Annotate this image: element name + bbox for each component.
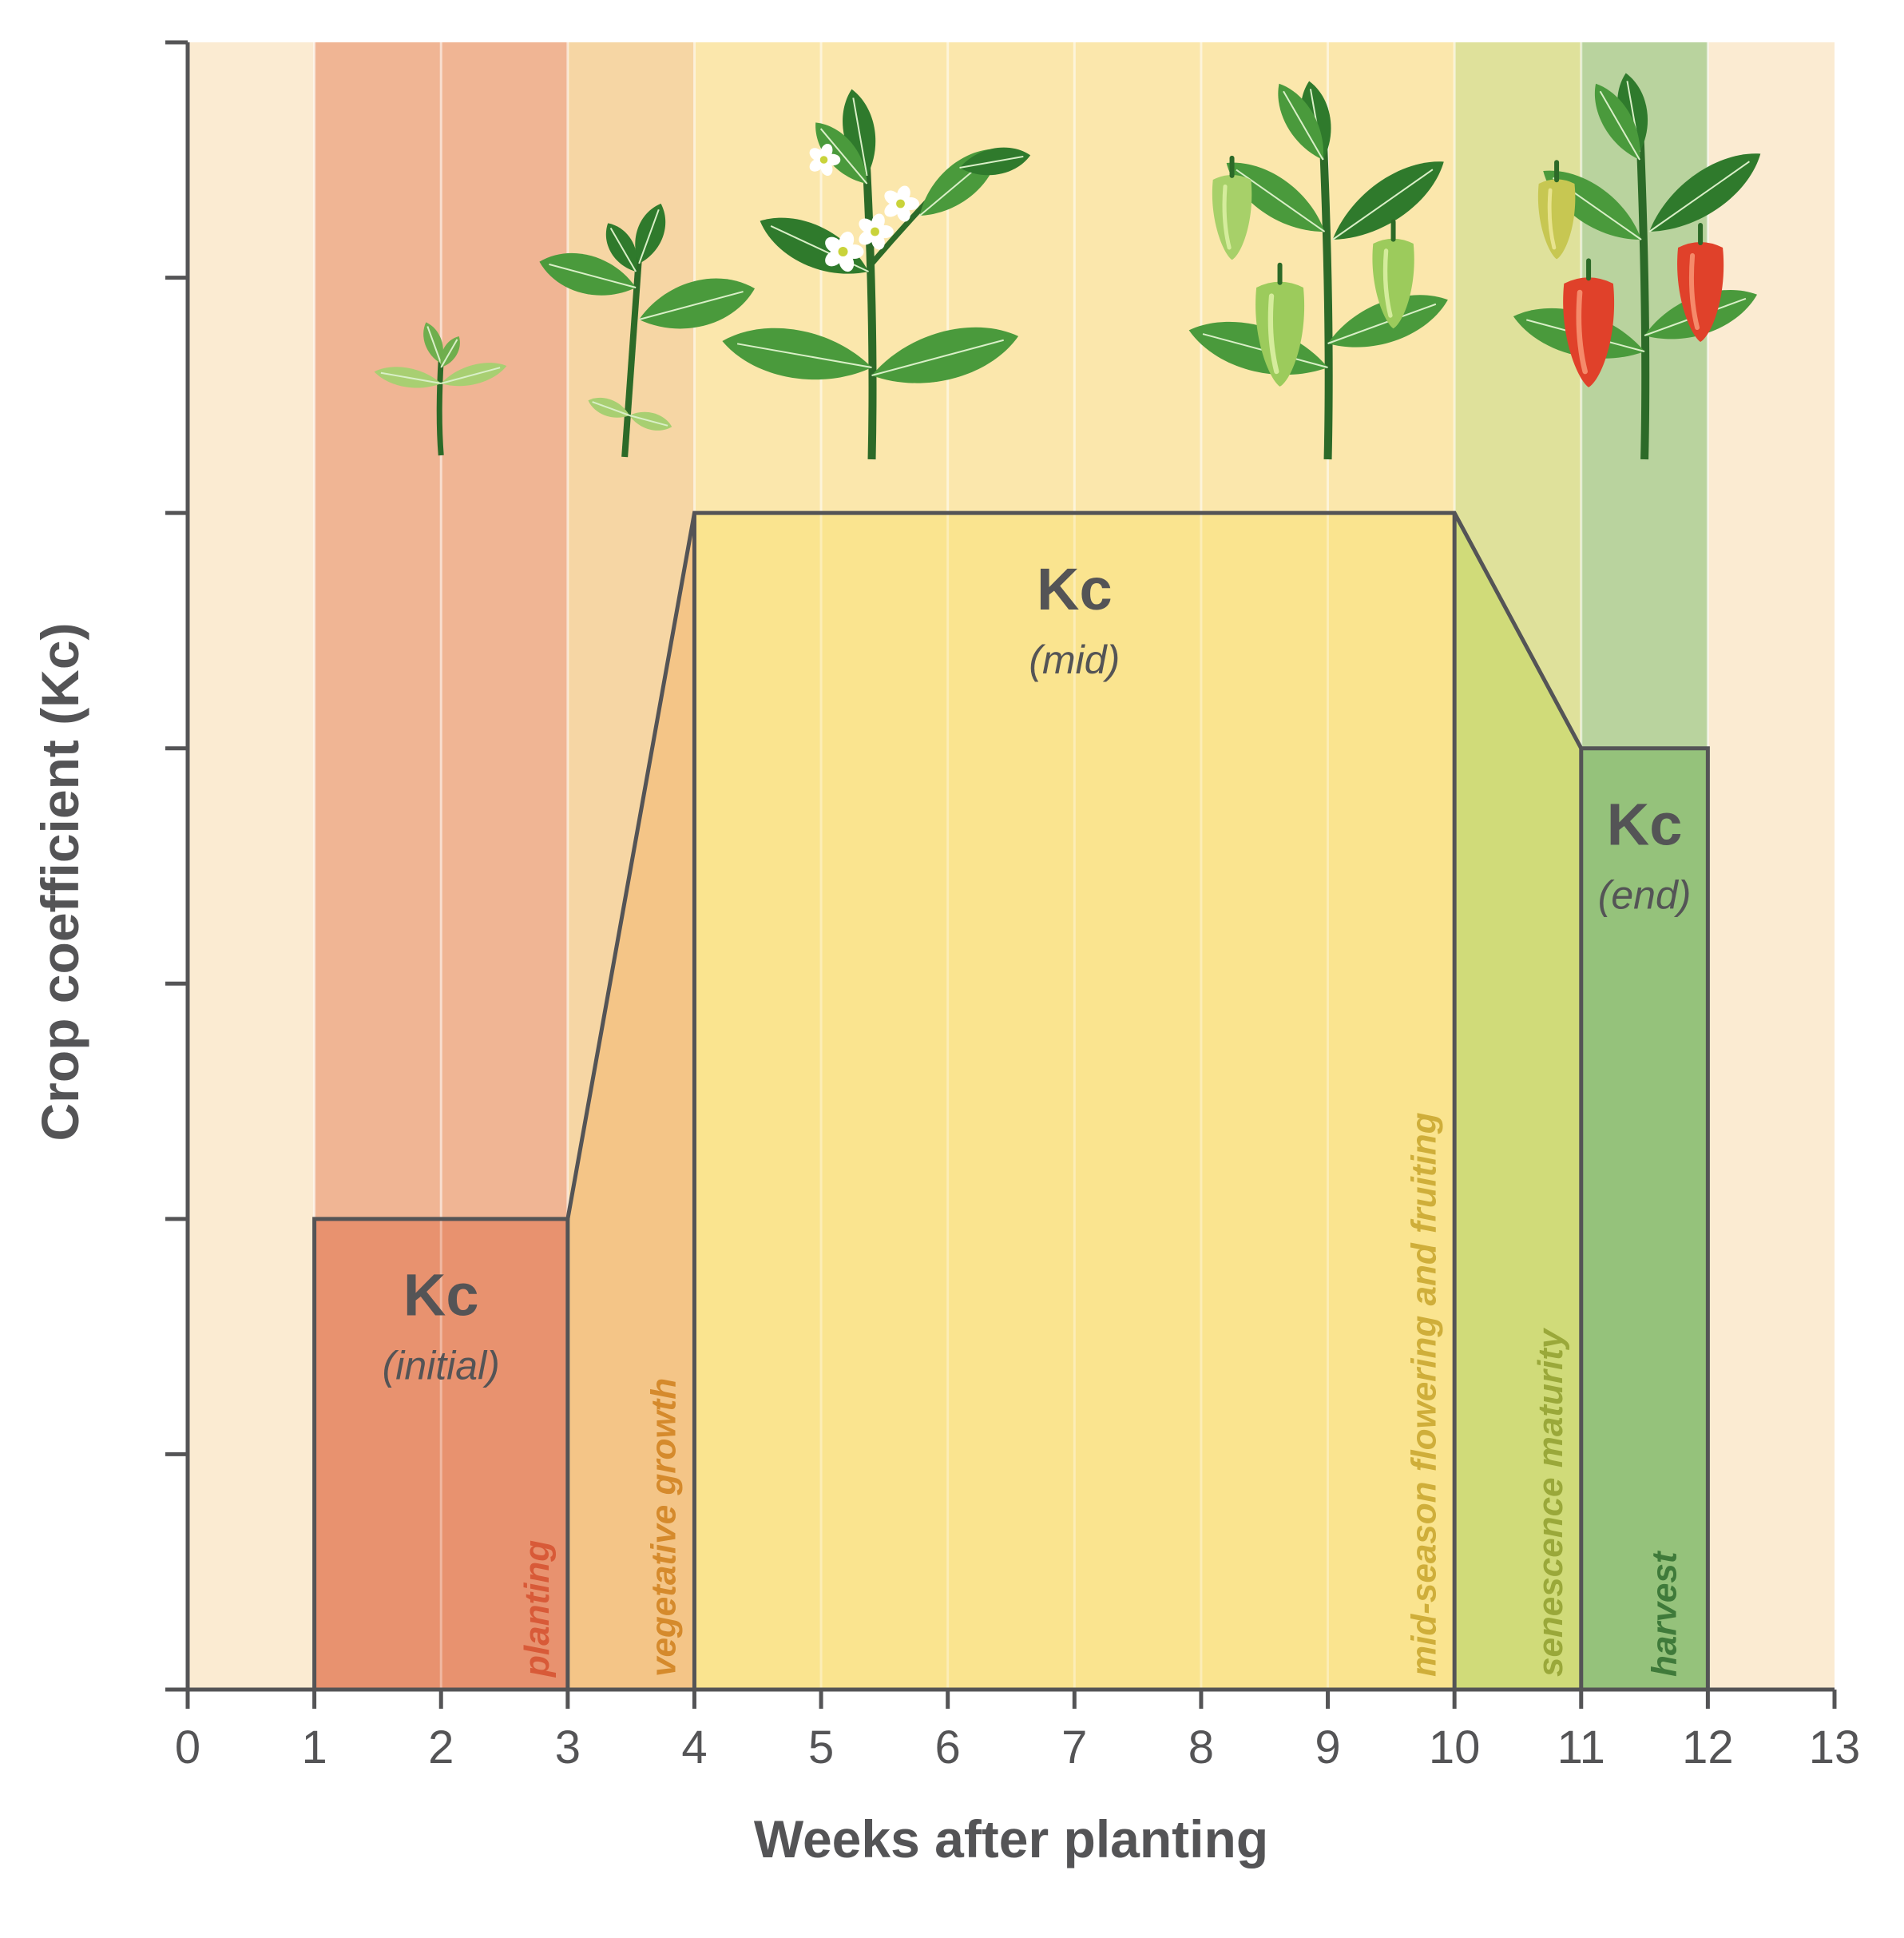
x-tick-label-13: 13 — [1809, 1722, 1861, 1773]
kc-label-sub-2: (end) — [1598, 873, 1692, 918]
x-tick-label-0: 0 — [175, 1722, 200, 1773]
x-tick-label-8: 8 — [1188, 1722, 1214, 1773]
stage-fill-1 — [567, 513, 695, 1690]
stage-labels: planting vegetative growth mid-season flow… — [518, 513, 1684, 1690]
stage-fill-4 — [1581, 748, 1708, 1690]
x-tick-label-7: 7 — [1061, 1722, 1087, 1773]
seedling-icon — [374, 322, 507, 456]
kc-label-main-2: Kc — [1607, 792, 1683, 858]
x-tick-label-1: 1 — [301, 1722, 327, 1773]
x-tick-label-2: 2 — [428, 1722, 454, 1773]
stage-label-2: mid-season flowering and fruiting — [1404, 1112, 1443, 1677]
young-plant-icon — [539, 203, 756, 458]
kc-curve-outline — [312, 510, 1710, 1690]
x-tick-label-10: 10 — [1429, 1722, 1481, 1773]
stage-fill-2 — [694, 513, 1455, 1690]
green-pepper-plant-icon — [1188, 81, 1448, 460]
stage-label-0: planting — [518, 1540, 557, 1678]
stage-label-4: harvest — [1645, 1550, 1684, 1677]
kc-label-main-0: Kc — [403, 1262, 479, 1328]
y-axis-title: Crop coefficient (Kc) — [30, 622, 89, 1141]
x-tick-label-5: 5 — [808, 1722, 834, 1773]
ripe-pepper-plant-icon — [1513, 73, 1761, 460]
kc-labels: Kc (initial) Kc (mid) Kc (end) — [383, 556, 1692, 1388]
x-tick-label-6: 6 — [935, 1722, 961, 1773]
x-tick-label-11: 11 — [1557, 1722, 1605, 1773]
x-tick-label-9: 9 — [1315, 1722, 1340, 1773]
x-axis-title: Weeks after planting — [754, 1809, 1268, 1869]
x-tick-label-12: 12 — [1682, 1722, 1734, 1773]
kc-label-sub-1: (mid) — [1029, 637, 1120, 682]
plant-illustrations — [374, 73, 1761, 460]
kc-label-sub-0: (initial) — [383, 1344, 500, 1388]
stage-fill-3 — [1454, 513, 1581, 1690]
stage-label-1: vegetative growth — [645, 1378, 684, 1677]
stage-fill-0 — [314, 1218, 568, 1690]
x-tick-label-3: 3 — [555, 1722, 581, 1773]
kc-label-main-1: Kc — [1037, 556, 1113, 622]
axes: 0 1 2 3 4 5 6 7 8 9 10 11 12 13 — [165, 40, 1861, 1773]
flowering-plant-icon — [722, 89, 1031, 460]
x-tick-label-4: 4 — [681, 1722, 707, 1773]
stage-label-3: senescence maturity — [1531, 1327, 1570, 1677]
stage-fills — [314, 513, 1708, 1690]
